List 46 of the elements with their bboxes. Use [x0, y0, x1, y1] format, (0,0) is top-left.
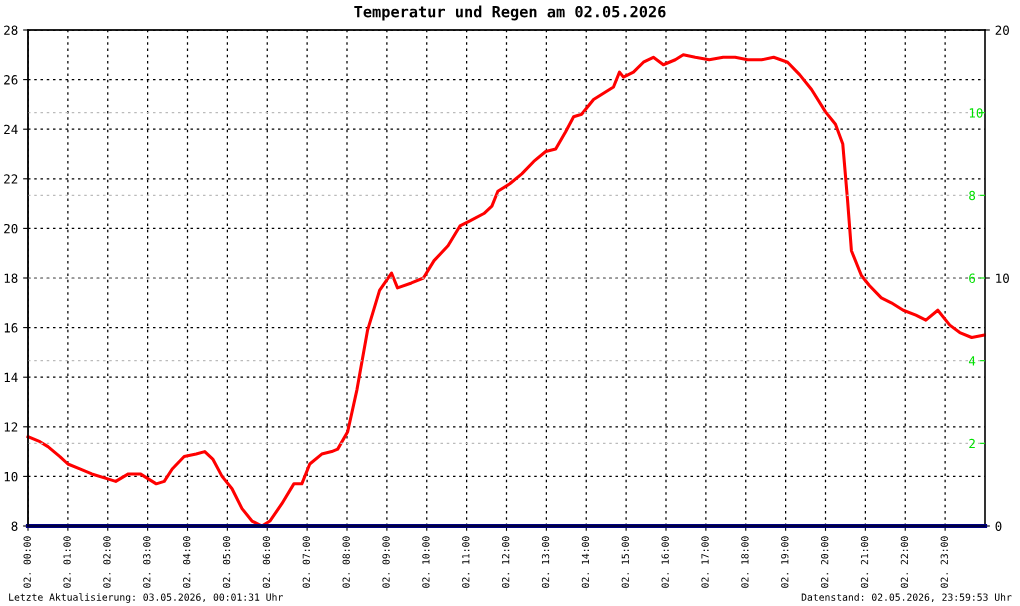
- x-tick-label: 02. 09:00: [382, 536, 390, 588]
- x-tick-label: 02. 07:00: [302, 536, 310, 588]
- x-tick-label: 02. 21:00: [860, 536, 869, 588]
- text: Datenstand: 02.05.2026, 23:59:53 Uhr: [801, 593, 1012, 603]
- x-tick-label: 02. 06:00: [262, 536, 271, 588]
- x-tick-label: 02. 02:00: [103, 536, 111, 588]
- x-tick-label: 02. 17:00: [701, 536, 709, 588]
- x-tick-label: 02. 10:00: [422, 536, 430, 588]
- x-tick-label: 02. 16:00: [661, 536, 669, 588]
- y-tick-label: 16: [4, 323, 18, 333]
- x-tick-label: 02. 01:00: [63, 536, 71, 588]
- x-tick-label: 02. 22:00: [900, 536, 909, 588]
- y-tick-label: 18: [4, 273, 18, 283]
- x-tick-label: 02. 13:00: [541, 536, 550, 588]
- y3-tick-label: 8: [969, 190, 976, 201]
- y3-tick-label: 2: [969, 438, 975, 449]
- y-tick-label: 8: [11, 521, 18, 531]
- x-tick-label: 02. 00:00: [23, 536, 31, 588]
- x-tick-label: 02. 04:00: [182, 536, 191, 588]
- x-tick-label: 02. 19:00: [781, 536, 789, 588]
- y-tick-label: 12: [4, 422, 18, 432]
- x-tick-label: 02. 05:00: [222, 536, 231, 588]
- y-tick-label: 24: [4, 124, 18, 134]
- y2-tick-label: 20: [995, 25, 1009, 35]
- x-tick-label: 02. 18:00: [741, 536, 749, 588]
- y2-tick-label: 0: [995, 521, 1002, 531]
- x-tick-label: 02. 08:00: [342, 536, 350, 588]
- y-tick-label: 22: [4, 174, 18, 184]
- x-tick-label: 02. 23:00: [940, 536, 948, 588]
- y-tick-label: 10: [4, 471, 18, 482]
- x-tick-label: 02. 15:00: [621, 536, 629, 588]
- x-tick-label: 02. 14:00: [581, 536, 590, 588]
- y-tick-label: 28: [4, 25, 18, 35]
- y-tick-label: 20: [4, 223, 18, 234]
- x-tick-label: 02. 20:00: [820, 536, 829, 588]
- y3-tick-label: 10: [969, 108, 983, 118]
- y-tick-label: 14: [4, 372, 18, 382]
- x-tick-label: 02. 12:00: [501, 536, 510, 588]
- x-tick-label: 02. 03:00: [143, 536, 151, 588]
- x-tick-label: 02. 11:00: [462, 536, 470, 588]
- y3-tick-label: 6: [969, 273, 976, 283]
- y2-tick-label: 10: [996, 273, 1009, 283]
- y-tick-label: 26: [4, 75, 18, 85]
- text: Letzte Aktualisierung: 03.05.2026, 00:01:31 Uhr: [9, 593, 283, 603]
- chart-title: Temperatur und Regen am 02.05.2026: [354, 5, 666, 21]
- y3-tick-label: 4: [968, 356, 976, 366]
